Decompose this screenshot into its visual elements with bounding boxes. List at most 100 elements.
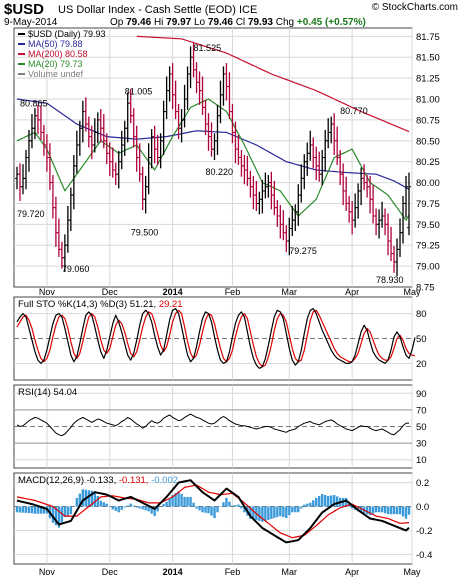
macd-hist-bar xyxy=(183,496,186,507)
macd-hist-bar xyxy=(162,504,165,507)
macd-x-label: Apr xyxy=(345,567,359,577)
macd-hist-bar xyxy=(135,506,138,508)
sto-tick-label: 20 xyxy=(416,359,427,370)
macd-hist-bar xyxy=(240,506,243,509)
macd-hist-bar xyxy=(309,502,312,507)
macd-hist-bar xyxy=(159,506,162,508)
macd-hist-bar xyxy=(365,506,369,515)
macd-hist-bar xyxy=(81,489,85,507)
macd-hist-bar xyxy=(114,506,117,511)
macd-tick-label: -0.4 xyxy=(416,550,432,561)
macd-hist-bar xyxy=(392,506,396,515)
macd-hist-bar xyxy=(297,506,300,513)
macd-hist-bar xyxy=(327,495,330,507)
rsi-value: 54.04 xyxy=(53,387,77,398)
price-tick-label: 79.00 xyxy=(416,262,440,273)
sto-legend: Full STO %K(14,3) %D(3) 51.21, 29.21 xyxy=(18,299,183,310)
price-tick-label: 80.75 xyxy=(416,115,440,126)
macd-hist-bar xyxy=(117,506,120,513)
macd-hist-bar xyxy=(96,495,99,507)
macd-hist-bar xyxy=(18,506,22,513)
macd-hist-bar xyxy=(401,506,405,517)
macd-hist-value: -0.002 xyxy=(151,475,178,486)
macd-x-label: Dec xyxy=(102,567,119,577)
macd-hist-bar xyxy=(129,503,132,507)
rsi-tick-label: 70 xyxy=(416,405,427,416)
price-annotation: 79.275 xyxy=(289,246,317,256)
symbol-title: $USD xyxy=(4,1,45,18)
macd-legend: MACD(12,26,9) -0.133, -0.131, -0.002 xyxy=(18,475,178,486)
macd-hist-bar xyxy=(111,506,114,510)
macd-name: MACD(12,26,9) xyxy=(18,475,87,486)
macd-line xyxy=(16,479,410,544)
macd-hist-bar xyxy=(276,506,279,518)
macd-x-label: 2014 xyxy=(163,567,183,577)
macd-hist-bar xyxy=(350,506,354,509)
macd-hist-bar xyxy=(306,503,309,507)
macd-hist-bar xyxy=(377,506,381,513)
macd-hist-bar xyxy=(69,506,73,515)
source-label: © StockCharts.com xyxy=(371,2,458,13)
macd-hist-bar xyxy=(249,506,252,519)
price-panel-frame xyxy=(13,27,413,288)
macd-hist-bar xyxy=(252,506,255,520)
macd-hist-bar xyxy=(282,506,285,518)
macd-hist-bar xyxy=(186,496,189,507)
macd-hist-bar xyxy=(105,503,108,507)
macd-hist-bar xyxy=(285,506,288,519)
macd-hist-bar xyxy=(93,491,97,507)
macd-hist-bar xyxy=(407,506,411,515)
macd-hist-bar xyxy=(398,506,402,515)
price-x-label: 2014 xyxy=(163,287,183,297)
price-x-label: Nov xyxy=(39,287,56,297)
macd-hist-bar xyxy=(192,502,195,507)
macd-hist-bar xyxy=(144,506,147,511)
price-tick-label: 80.00 xyxy=(416,178,440,189)
legend-entry: Volume undef xyxy=(28,69,84,79)
macd-hist-bar xyxy=(359,506,363,513)
macd-hist-bar xyxy=(321,494,324,507)
macd-hist-bar xyxy=(264,506,267,521)
macd-hist-bar xyxy=(383,506,387,514)
rsi-tick-label: 50 xyxy=(416,422,427,433)
macd-hist-bar xyxy=(66,506,70,516)
price-tick-label: 80.50 xyxy=(416,136,440,147)
macd-signal-value: -0.131, xyxy=(119,475,151,486)
price-annotation: 80.220 xyxy=(206,167,234,177)
sto-k-line xyxy=(16,308,416,369)
macd-hist-bar xyxy=(312,500,315,507)
macd-hist-bar xyxy=(21,506,25,513)
macd-hist-bar xyxy=(324,495,327,507)
macd-tick-label: 0.2 xyxy=(416,478,429,489)
macd-value: -0.133, xyxy=(87,475,119,486)
ma200-line xyxy=(136,35,410,133)
macd-hist-bar xyxy=(270,506,273,519)
macd-hist-bar xyxy=(258,506,261,521)
price-tick-label: 81.00 xyxy=(416,95,440,106)
macd-hist-bar xyxy=(228,501,231,507)
macd-hist-bar xyxy=(237,504,240,507)
price-tick-label: 81.25 xyxy=(416,74,440,85)
quote-values: Op 79.46 Hi 79.97 Lo 79.46 Cl 79.93 Chg … xyxy=(110,17,366,28)
macd-hist-bar xyxy=(126,505,129,507)
price-bar xyxy=(407,172,411,236)
macd-hist-bar xyxy=(147,506,150,512)
macd-hist-bar xyxy=(120,506,123,510)
macd-hist-bar xyxy=(207,506,210,514)
macd-hist-bar xyxy=(87,490,91,507)
macd-panel-frame xyxy=(13,472,413,565)
macd-hist-bar xyxy=(395,506,399,515)
macd-hist-bar xyxy=(39,506,43,514)
macd-hist-bar xyxy=(189,496,192,507)
sto-d-line xyxy=(16,309,416,368)
price-tick-label: 80.25 xyxy=(416,157,440,168)
macd-hist-bar xyxy=(300,506,303,509)
macd-hist-bar xyxy=(180,494,183,507)
macd-hist-bar xyxy=(267,506,270,520)
price-annotation: 78.930 xyxy=(376,275,404,285)
high-value: 79.97 xyxy=(166,17,192,28)
macd-hist-bar xyxy=(344,497,348,507)
low-label: Lo xyxy=(193,17,206,28)
macd-hist-bar xyxy=(261,506,264,522)
rsi-tick-label: 30 xyxy=(416,439,427,450)
